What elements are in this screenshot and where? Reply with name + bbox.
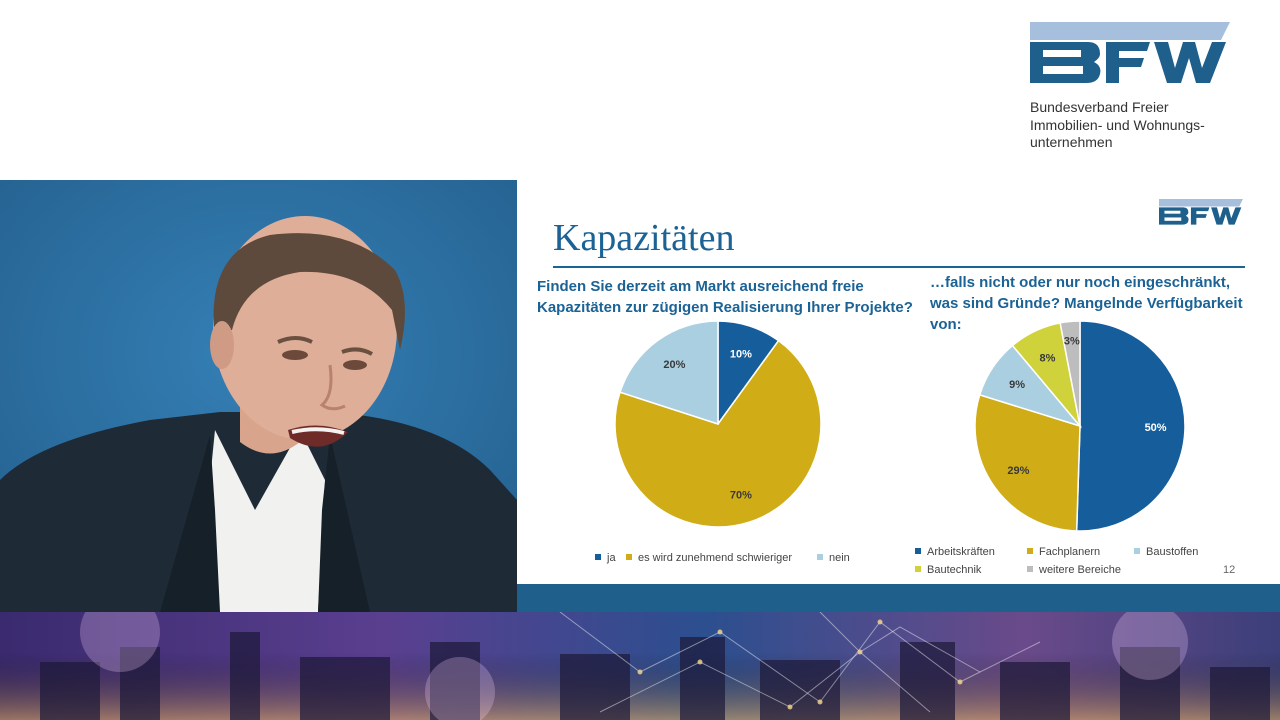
legend-swatch (626, 554, 632, 560)
data-label-arbeitskräften: 50% (1145, 422, 1167, 434)
legend-label: Fachplanern (1039, 546, 1101, 558)
presenter-video (0, 180, 517, 612)
legend-swatch (915, 566, 921, 572)
data-label-nein: 20% (663, 359, 685, 371)
legend-item-nein: nein (817, 552, 850, 564)
legend-item-fachplanern: Fachplanern (1027, 546, 1100, 558)
data-label-weitere-bereiche: 3% (1064, 335, 1080, 347)
bfw-logo (1030, 22, 1230, 83)
legend-swatch (915, 548, 921, 554)
pie-slice-nein (619, 320, 719, 426)
presentation-slide: Kapazitäten Finden Sie derzeit am Markt … (517, 180, 1280, 584)
legend-item-es-wird-zunehmend-schwieriger: es wird zunehmend schwieriger (626, 552, 792, 564)
legend-item-bautechnik: Bautechnik (915, 564, 981, 576)
organization-name: Bundesverband Freier Immobilien- und Woh… (1030, 99, 1260, 152)
org-name-line-1: Bundesverband Freier (1030, 99, 1169, 115)
legend-label: nein (829, 552, 850, 564)
pie-slice-weitere-bereiche (1059, 320, 1081, 427)
legend-item-arbeitskräften: Arbeitskräften (915, 546, 995, 558)
title-divider (553, 266, 1245, 268)
slide-footer-bar (517, 584, 1280, 612)
question-right: …falls nicht oder nur noch eingeschränkt… (930, 272, 1243, 335)
data-label-fachplanern: 29% (1007, 465, 1029, 477)
legend-label: ja (607, 552, 616, 564)
bfw-slide-logo (1159, 198, 1243, 225)
org-name-line-3: unternehmen (1030, 134, 1113, 150)
data-label-es-wird-zunehmend-schwieriger: 70% (730, 490, 752, 502)
legend-item-baustoffen: Baustoffen (1134, 546, 1198, 558)
legend-capacity: ja es wird zunehmend schwieriger nein (595, 552, 895, 568)
legend-item-ja: ja (595, 552, 616, 564)
legend-swatch (1027, 548, 1033, 554)
legend-label: Bautechnik (927, 564, 982, 576)
pie-slice-arbeitskräften (1075, 320, 1186, 532)
question-right-line-1: …falls nicht oder nur noch eingeschränkt… (930, 274, 1231, 291)
legend-label: Baustoffen (1146, 546, 1199, 558)
legend-swatch (595, 554, 601, 560)
presenter-image (0, 180, 517, 612)
pie-chart-reasons: 50% 29% 9% 8% 3% (974, 320, 1186, 532)
legend-swatch (1027, 566, 1033, 572)
pie-chart-capacity: 10% 70% 20% (614, 320, 822, 528)
legend-reasons: Arbeitskräften Fachplanern Baustoffen Baute… (915, 546, 1245, 582)
bfw-logo-mark (1030, 22, 1230, 83)
legend-item-weitere-bereiche: weitere Bereiche (1027, 564, 1121, 576)
data-label-baustoffen: 9% (1009, 379, 1025, 391)
data-label-bautechnik: 8% (1040, 353, 1056, 365)
question-left-line-2: Kapazitäten zur zügigen Realisierung Ihr… (537, 299, 913, 316)
pie-slice-fachplanern (974, 393, 1081, 532)
city-night-banner (0, 612, 1280, 720)
question-right-line-3: von: (930, 316, 962, 333)
legend-swatch (817, 554, 823, 560)
legend-label: Arbeitskräften (927, 546, 995, 558)
question-left-line-1: Finden Sie derzeit am Markt ausreichend … (537, 278, 864, 295)
legend-label: es wird zunehmend schwieriger (638, 552, 793, 564)
data-label-ja: 10% (730, 348, 752, 360)
legend-label: weitere Bereiche (1039, 564, 1121, 576)
org-name-line-2: Immobilien- und Wohnungs- (1030, 116, 1205, 133)
question-left: Finden Sie derzeit am Markt ausreichend … (537, 276, 913, 318)
pie-slice-es-wird-zunehmend-schwieriger (614, 339, 822, 528)
question-right-line-2: was sind Gründe? Mangelnde Verfügbarkeit (930, 295, 1243, 312)
page-number: 12 (1223, 564, 1236, 576)
slide-title: Kapazitäten (553, 217, 735, 259)
legend-swatch (1134, 548, 1140, 554)
